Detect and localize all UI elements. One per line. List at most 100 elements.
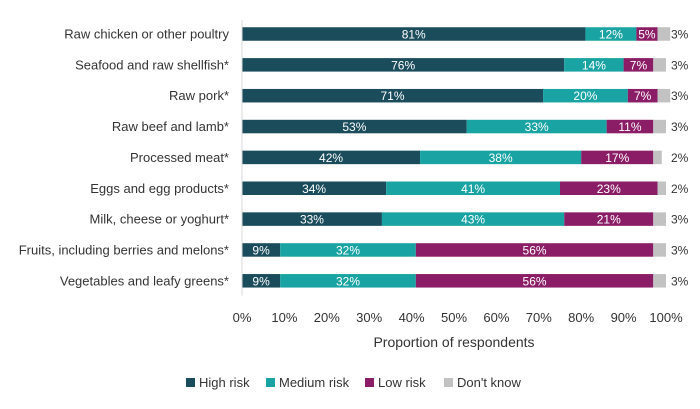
x-tick-label: 70% [526, 310, 552, 325]
x-tick-label: 60% [483, 310, 509, 325]
bar-segment [242, 243, 281, 257]
data-label: 56% [523, 243, 547, 257]
x-tick-label: 40% [399, 310, 425, 325]
data-label: 32% [336, 274, 360, 288]
data-label: 9% [252, 243, 270, 257]
legend-swatch [266, 378, 275, 387]
data-label: 11% [618, 120, 641, 134]
data-label: 53% [342, 120, 366, 134]
x-tick-label: 80% [568, 310, 594, 325]
category-label: Processed meat* [130, 150, 229, 165]
x-tick-label: 50% [441, 310, 467, 325]
legend-swatch [444, 378, 453, 387]
bar-segment [627, 88, 658, 103]
x-tick-label: 20% [314, 310, 340, 325]
bar-segment [653, 150, 662, 165]
bar-segment [581, 150, 654, 165]
bar-segment [242, 181, 387, 195]
data-label: 71% [381, 89, 405, 103]
data-label: 41% [461, 182, 485, 196]
bar-segment [242, 119, 467, 134]
x-tick-label: 100% [649, 310, 683, 325]
bar-segment [242, 150, 421, 165]
x-tick-label: 0% [233, 310, 252, 325]
data-label: 12% [599, 28, 623, 42]
legend-label: Low risk [378, 375, 426, 390]
data-label: 3% [671, 213, 689, 227]
data-label: 43% [461, 213, 485, 227]
data-label: 3% [671, 243, 689, 257]
bar-segment [657, 181, 666, 195]
data-label: 33% [300, 213, 324, 227]
category-label: Raw beef and lamb* [112, 119, 229, 134]
bar-segment [242, 212, 382, 226]
bar-segment [636, 27, 658, 41]
data-label: 9% [252, 274, 270, 288]
data-label: 23% [597, 182, 621, 196]
data-label: 17% [605, 151, 629, 165]
bar-segment [653, 119, 666, 134]
bar-segment [415, 274, 654, 288]
data-label: 2% [671, 151, 689, 165]
x-tick-label: 30% [356, 310, 382, 325]
data-label: 56% [523, 274, 547, 288]
category-label: Vegetables and leafy greens* [60, 273, 229, 288]
bar-segment [386, 181, 560, 195]
bar-segment [280, 274, 416, 288]
bar-segment [415, 243, 654, 257]
legend-label: High risk [199, 375, 250, 390]
bar-segment [242, 27, 586, 41]
bar-segment [653, 274, 666, 288]
data-label: 20% [573, 89, 597, 103]
data-label: 7% [630, 58, 648, 72]
category-label: Raw chicken or other poultry [64, 27, 229, 42]
legend: High risk Medium risk Low risk Don't know [186, 375, 522, 390]
bar-segment [466, 119, 607, 134]
bar-segment [560, 181, 658, 195]
data-label: 38% [489, 151, 513, 165]
data-label: 32% [336, 243, 360, 257]
legend-swatch [186, 378, 195, 387]
legend-label: Medium risk [279, 375, 350, 390]
category-label: Fruits, including berries and melons* [19, 242, 229, 257]
x-axis-title: Proportion of respondents [373, 334, 534, 350]
bar-segment [242, 274, 281, 288]
bar-segment [585, 27, 637, 41]
bar-segment [623, 58, 654, 72]
category-label: Seafood and raw shellfish* [75, 57, 229, 72]
bar-segment [653, 212, 666, 226]
data-label: 2% [671, 182, 689, 196]
data-label: 3% [671, 274, 689, 288]
data-label: 5% [638, 28, 656, 42]
data-label: 3% [671, 89, 689, 103]
bar-segment [543, 88, 628, 103]
legend-label: Don't know [457, 375, 522, 390]
data-label: 14% [582, 58, 606, 72]
data-label: 3% [671, 58, 689, 72]
bar-segment [280, 243, 416, 257]
data-label: 33% [525, 120, 549, 134]
data-label: 3% [671, 120, 689, 134]
bar-segment [242, 88, 544, 103]
x-axis-ticks: 0% 10% 20% 30% 40% 50% 60% 70% 80% 90% 100% [233, 310, 683, 325]
bar-segment [242, 58, 565, 72]
bar-segment [653, 243, 666, 257]
category-label: Eggs and egg products* [90, 181, 229, 196]
bar-segment [653, 58, 666, 72]
category-label: Milk, cheese or yoghurt* [90, 212, 229, 227]
bars-layer: 81% 12% 5% 3% 76% 14% 7% 3% 71% 20% 7% 3% 53% 33% 11% 3… [242, 27, 689, 288]
category-label: Raw pork* [169, 88, 229, 103]
x-tick-label: 90% [611, 310, 637, 325]
category-labels: Raw chicken or other poultry Seafood and … [19, 27, 230, 289]
bar-segment [564, 212, 654, 226]
x-tick-label: 10% [271, 310, 297, 325]
bar-segment [606, 119, 654, 134]
bar-segment [657, 27, 671, 41]
bar-segment [564, 58, 624, 72]
legend-swatch [365, 378, 374, 387]
bar-segment [381, 212, 565, 226]
data-label: 42% [319, 151, 343, 165]
data-label: 34% [302, 182, 326, 196]
data-label: 81% [402, 28, 426, 42]
